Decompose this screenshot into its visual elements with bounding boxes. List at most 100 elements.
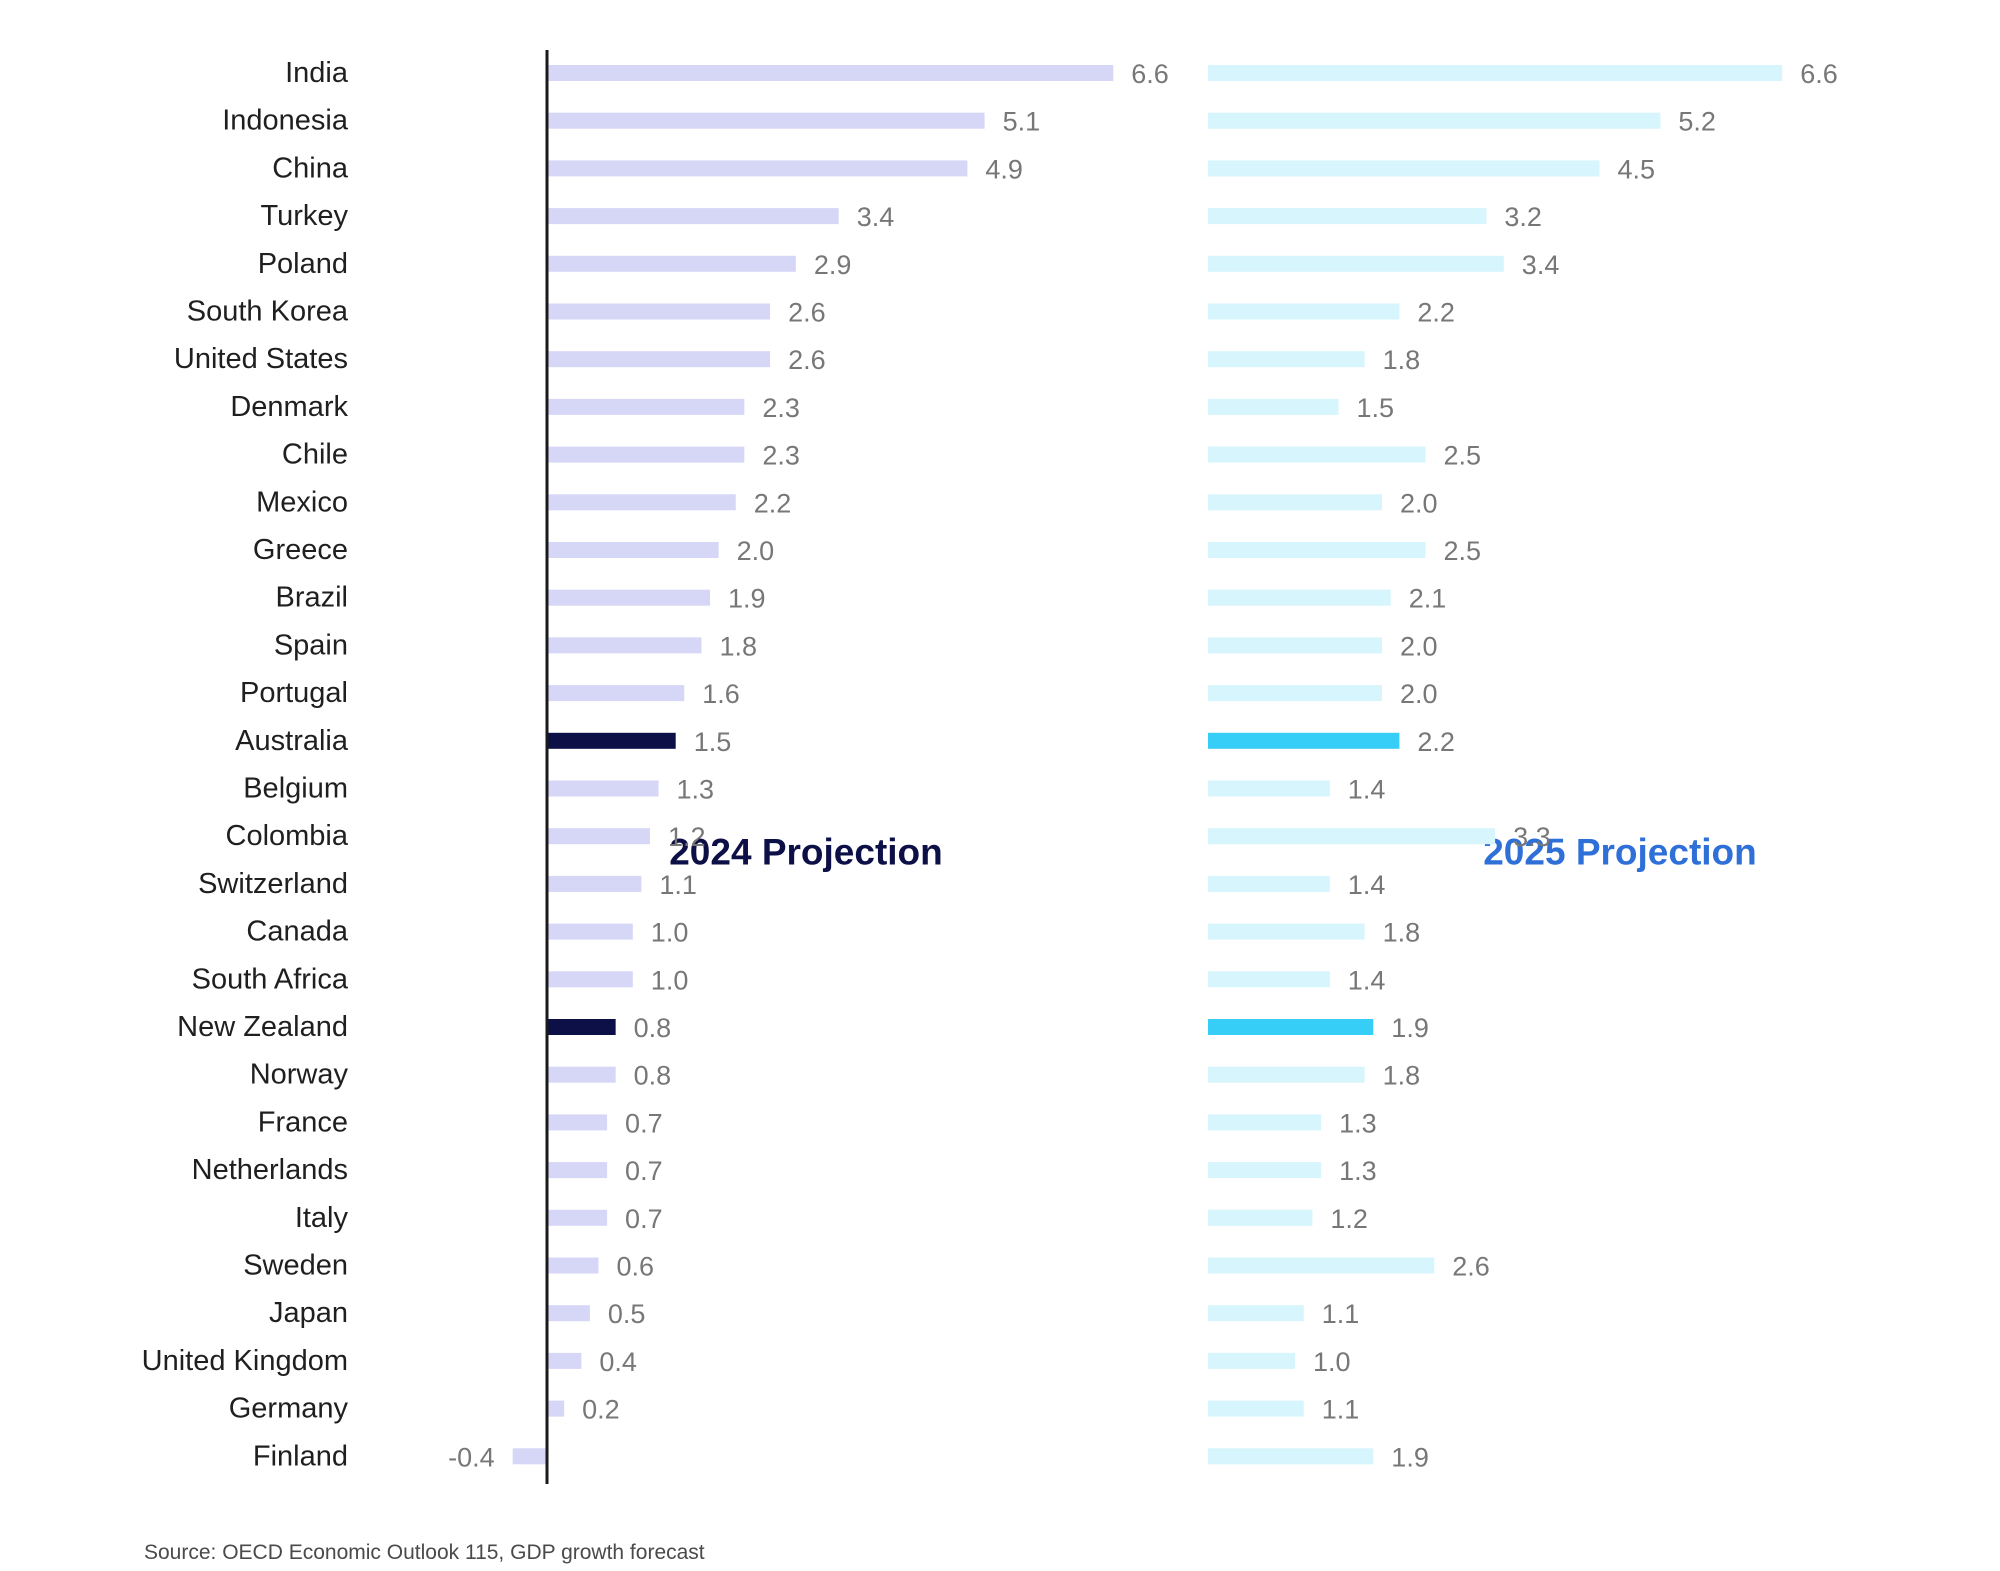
bar (547, 828, 650, 845)
category-label: Turkey (260, 200, 348, 232)
bar (1208, 1066, 1365, 1083)
bar (1208, 398, 1339, 415)
value-label: 0.5 (608, 1299, 646, 1329)
bar (1208, 160, 1600, 177)
value-label: 1.9 (1391, 1442, 1429, 1472)
value-label: 6.6 (1131, 59, 1169, 89)
bar (1208, 1305, 1304, 1322)
category-label: Chile (282, 439, 348, 471)
bar (1208, 637, 1382, 654)
bar (547, 351, 771, 368)
value-label: 1.8 (1383, 345, 1421, 375)
value-label: 1.5 (1357, 393, 1395, 423)
bar (547, 1257, 599, 1274)
bar (1208, 875, 1330, 892)
bar (547, 1066, 616, 1083)
value-label: 1.0 (1313, 1347, 1351, 1377)
bar (1208, 1019, 1374, 1035)
bar (1208, 494, 1382, 511)
bar (1208, 351, 1365, 368)
category-label: Greece (253, 534, 348, 566)
bar (512, 1448, 547, 1465)
value-label: 6.6 (1800, 59, 1838, 89)
bar (1208, 589, 1391, 606)
value-label: 1.8 (719, 631, 757, 661)
bar (547, 780, 659, 797)
value-label: 1.8 (1383, 1061, 1421, 1091)
category-label: Germany (229, 1393, 349, 1425)
value-label: 1.0 (651, 918, 689, 948)
value-label: 2.3 (762, 441, 800, 471)
value-label: 2.0 (1400, 631, 1438, 661)
bar (547, 398, 745, 415)
value-label: 4.9 (985, 154, 1023, 184)
category-label: Canada (246, 916, 348, 948)
value-label: 0.8 (634, 1061, 672, 1091)
bar (1208, 1162, 1322, 1179)
bar (1208, 923, 1365, 940)
bar (1208, 1448, 1374, 1465)
bar (547, 875, 642, 892)
value-label: 1.8 (1383, 918, 1421, 948)
bar (547, 208, 839, 225)
source-note: Source: OECD Economic Outlook 115, GDP g… (144, 1541, 705, 1564)
value-label: 0.2 (582, 1395, 620, 1425)
bar (547, 542, 719, 558)
category-label: United Kingdom (142, 1345, 348, 1377)
bar (1208, 303, 1400, 320)
panel-title: 2025 Projection (1483, 832, 1757, 873)
value-label: 0.6 (616, 1252, 654, 1282)
category-label: South Africa (192, 963, 349, 995)
value-label: 0.7 (625, 1156, 663, 1186)
category-label: New Zealand (177, 1011, 348, 1043)
bar (1208, 1209, 1313, 1226)
value-label: 3.4 (857, 202, 895, 232)
bar (1208, 542, 1426, 558)
panel-title: 2024 Projection (669, 832, 943, 873)
category-label: India (285, 57, 349, 89)
value-label: 2.0 (1400, 488, 1438, 518)
category-label: Japan (269, 1297, 348, 1329)
bar (1208, 65, 1783, 81)
bar (547, 732, 676, 749)
value-label: 1.0 (651, 965, 689, 995)
panel-2024: 2024 Projection 6.6 5.1 4.9 3.42.9 2.6 2.6 2.3 2… (448, 59, 1169, 1472)
category-label: Belgium (243, 773, 348, 805)
bar (1208, 1114, 1322, 1131)
value-label: 2.9 (814, 250, 852, 280)
bar (547, 1114, 608, 1131)
value-label: 1.1 (659, 870, 697, 900)
value-label: 2.2 (754, 488, 792, 518)
bar (547, 446, 745, 463)
bar (547, 255, 796, 272)
value-label: 0.8 (634, 1013, 672, 1043)
value-label: 1.4 (1348, 775, 1386, 805)
value-label: 1.5 (694, 727, 732, 757)
value-label: 2.6 (1452, 1252, 1490, 1282)
value-label: 2.2 (1417, 727, 1455, 757)
category-label: Italy (295, 1202, 349, 1234)
bar (547, 112, 985, 129)
category-label: Poland (258, 248, 348, 280)
bar (547, 971, 633, 988)
value-label: 3.4 (1522, 250, 1560, 280)
value-label: -0.4 (448, 1442, 495, 1472)
category-label: Netherlands (192, 1154, 348, 1186)
panel-2025: 2025 Projection 6.6 5.2 4.5 3.2 3.4 2.2 1.8 1.5 2… (1208, 59, 1838, 1472)
bar (1208, 255, 1504, 272)
value-label: 0.7 (625, 1204, 663, 1234)
category-label: Colombia (226, 820, 349, 852)
value-label: 1.6 (702, 679, 740, 709)
bar (1208, 1257, 1435, 1274)
category-labels: India Indonesia China Turkey Poland South Kor… (142, 57, 349, 1472)
bar (547, 1162, 608, 1179)
bar (547, 923, 633, 940)
category-label: Brazil (275, 582, 348, 614)
value-label: 1.2 (1330, 1204, 1368, 1234)
value-label: 3.2 (1504, 202, 1542, 232)
value-label: 1.9 (728, 584, 766, 614)
category-label: Mexico (256, 486, 348, 518)
bar (547, 494, 736, 511)
value-label: 0.4 (599, 1347, 637, 1377)
